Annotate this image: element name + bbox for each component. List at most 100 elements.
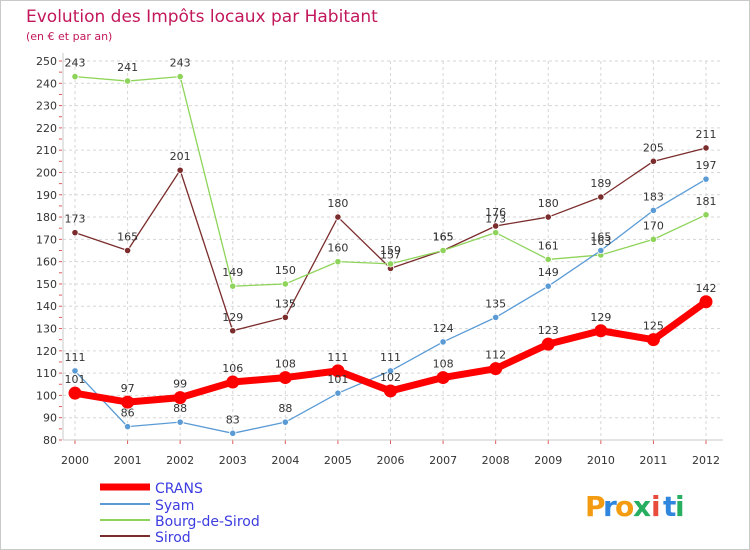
x-tick-label: 2012: [692, 454, 720, 467]
data-point: [71, 73, 79, 81]
data-label: 173: [65, 213, 86, 226]
y-tick-label: 170: [36, 233, 57, 246]
data-point: [649, 235, 658, 243]
data-label: 111: [380, 351, 401, 364]
data-label: 102: [380, 371, 401, 384]
data-label: 88: [278, 402, 292, 415]
data-label: 176: [485, 206, 506, 219]
data-point: [121, 395, 135, 409]
logo-letter: x: [633, 490, 651, 523]
data-point: [646, 333, 660, 347]
y-tick-label: 240: [36, 77, 57, 90]
logo-letter: i: [651, 490, 661, 523]
data-label: 111: [65, 351, 86, 364]
y-tick-label: 210: [36, 144, 57, 157]
data-point: [386, 260, 395, 268]
data-point: [597, 246, 605, 255]
x-tick-label: 2003: [219, 454, 247, 467]
data-point: [123, 423, 132, 431]
data-point: [229, 429, 237, 437]
data-point: [229, 282, 237, 290]
data-point: [489, 362, 503, 376]
data-point: [702, 175, 710, 183]
logo-letter: t: [663, 490, 676, 523]
y-tick-label: 160: [36, 256, 57, 269]
logo-letter: o: [615, 490, 634, 523]
series-crans: [68, 295, 713, 409]
y-tick-label: 80: [43, 434, 57, 447]
data-label: 108: [433, 358, 454, 371]
data-label: 211: [696, 128, 717, 141]
series-bourg-de-sirod: [71, 73, 710, 290]
data-label: 101: [327, 373, 348, 386]
data-label: 142: [696, 282, 717, 295]
data-point: [281, 280, 289, 288]
data-point: [439, 338, 447, 346]
data-point: [226, 375, 240, 389]
data-point: [176, 418, 184, 426]
data-label: 160: [327, 242, 348, 255]
data-label: 197: [696, 159, 717, 172]
data-label: 163: [590, 235, 611, 248]
y-tick-label: 250: [36, 55, 57, 68]
legend-label: Sirod: [155, 530, 191, 546]
data-point: [544, 255, 552, 264]
x-tick-label: 2006: [377, 454, 405, 467]
data-label: 205: [643, 141, 664, 154]
data-label: 173: [485, 213, 506, 226]
data-label: 124: [433, 322, 454, 335]
y-tick-label: 130: [36, 323, 57, 336]
data-point: [492, 229, 500, 237]
axes: 8090100110120130140150160170180190200210…: [36, 53, 723, 467]
data-point: [699, 295, 713, 309]
data-point: [176, 166, 184, 174]
data-point: [702, 144, 710, 152]
y-tick-label: 180: [36, 211, 57, 224]
data-label: 150: [275, 264, 296, 277]
data-point: [594, 324, 608, 338]
data-point: [334, 213, 342, 221]
data-point: [439, 246, 447, 255]
legend-label: Bourg-de-Sirod: [155, 514, 260, 530]
data-label: 97: [121, 382, 135, 395]
x-tick-label: 2004: [271, 454, 299, 467]
data-label: 157: [380, 248, 401, 261]
plot-area: [63, 61, 723, 440]
y-tick-label: 120: [36, 345, 57, 358]
data-point: [281, 313, 289, 321]
data-label: 108: [275, 358, 296, 371]
series-layer: 173 165 201 129 135 180 157 165 176 180 189 205 211 2…: [65, 57, 717, 437]
y-tick-label: 200: [36, 166, 57, 179]
y-tick-label: 230: [36, 100, 57, 113]
data-point: [649, 206, 658, 214]
data-point: [71, 367, 79, 375]
data-point: [702, 211, 710, 219]
data-label: 88: [173, 402, 187, 415]
data-label: 123: [538, 324, 559, 337]
data-label: 165: [433, 231, 454, 244]
legend-label: Syam: [155, 498, 194, 514]
y-tick-label: 150: [36, 278, 57, 291]
data-label: 125: [643, 320, 664, 333]
data-point: [123, 246, 132, 255]
data-label: 101: [65, 373, 86, 386]
y-tick-label: 110: [36, 367, 57, 380]
x-tick-label: 2007: [429, 454, 457, 467]
data-point: [334, 258, 342, 266]
x-tick-label: 2001: [114, 454, 142, 467]
x-tick-label: 2011: [639, 454, 667, 467]
data-label: 86: [121, 407, 135, 420]
data-point: [544, 213, 552, 221]
data-label: 241: [117, 61, 138, 74]
data-label: 129: [590, 311, 611, 324]
data-label: 165: [117, 231, 138, 244]
legend-label: CRANS: [155, 481, 203, 497]
data-label: 135: [485, 297, 506, 310]
data-point: [384, 384, 397, 398]
chart-subtitle: (en € et par an): [26, 30, 112, 43]
x-tick-label: 2000: [61, 454, 89, 467]
data-label: 180: [327, 197, 348, 210]
data-point: [71, 229, 79, 237]
